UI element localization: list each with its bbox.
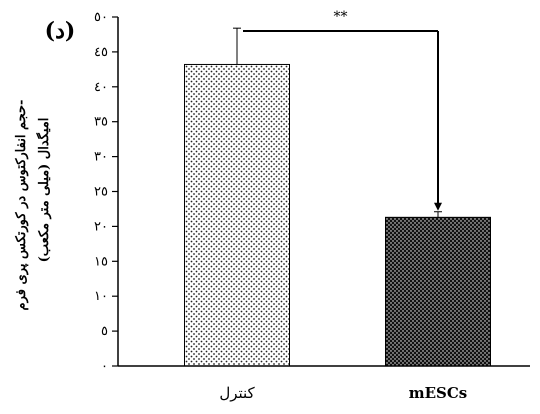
y-tick-label: ٤٠	[94, 80, 108, 95]
y-tick-label: ٣٠	[94, 150, 108, 165]
bars	[184, 63, 491, 367]
bar-2	[385, 216, 491, 367]
y-tick-label: ٢٥	[94, 185, 108, 200]
error-bars	[233, 27, 442, 218]
y-tick-label: ٣٥	[94, 115, 108, 130]
y-tick-label: ٥٠	[94, 10, 108, 25]
y-tick-label: ١٠	[94, 289, 108, 304]
y-tick-label: ٥	[101, 324, 108, 339]
significance-label: **	[334, 9, 348, 25]
y-axis-ticks: ٠ ٥ ١٠ ١٥ ٢٠ ٢٥ ٣٠ ٣٥ ٤٠ ٤٥ ٥٠	[94, 10, 118, 374]
y-axis-label-line-1: حجم انفارکتوس در کورتکس پری فرم-	[14, 100, 29, 311]
y-axis-label-line-2: امیگدال (میلی متر مکعب)	[35, 118, 52, 263]
x-category-label: mESCs	[409, 384, 468, 402]
bar-1	[184, 63, 290, 367]
significance-arrowhead	[434, 202, 442, 211]
significance-annotation: **	[243, 9, 442, 211]
x-category-label: کنترل	[219, 384, 255, 402]
panel-label: (د)	[45, 18, 76, 44]
y-tick-label: ١٥	[94, 254, 108, 269]
x-axis-category-labels: کنترل mESCs	[219, 384, 467, 402]
y-tick-label: ٠	[101, 359, 108, 374]
y-axis-label: حجم انفارکتوس در کورتکس پری فرم- امیگدال…	[14, 100, 52, 311]
y-tick-label: ٢٠	[94, 219, 108, 234]
y-tick-label: ٤٥	[94, 45, 108, 60]
